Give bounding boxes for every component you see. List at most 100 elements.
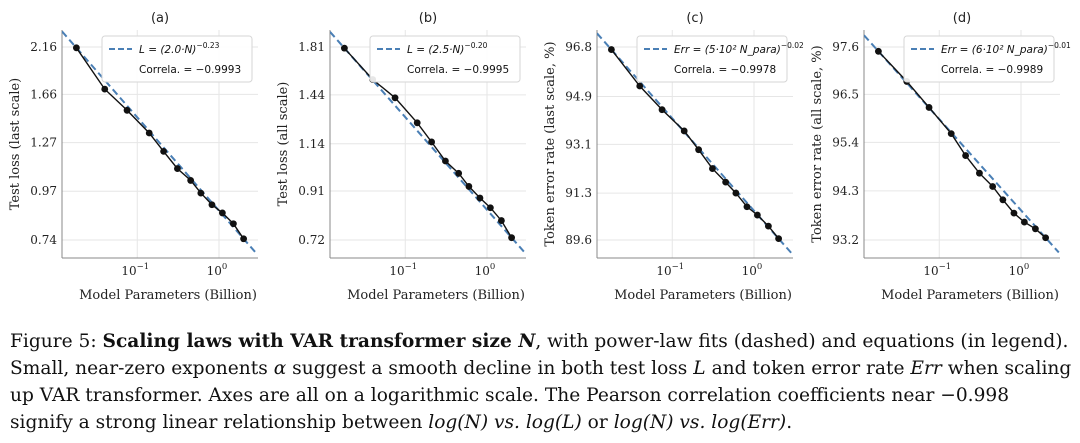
data-point: [695, 146, 703, 154]
caption-var-l: L: [693, 358, 706, 379]
x-tick-label: 10−1: [923, 262, 951, 278]
chart-b: (b) 1.81 1.44 1.14 0.91 0.72 10−1 100 Model Para…: [276, 11, 526, 303]
data-point: [607, 46, 615, 53]
y-tick-label: 89.6: [565, 233, 592, 247]
data-point: [999, 196, 1007, 204]
caption-label: Figure 5:: [10, 331, 97, 352]
y-tick-label: 1.44: [298, 88, 325, 102]
data-point: [123, 106, 131, 114]
data-point: [197, 189, 205, 197]
x-axis-title: Model Parameters (Billion): [881, 288, 1059, 303]
data-point: [160, 148, 168, 155]
legend-fit-label: L = (2.5·N)−0.20: [407, 41, 488, 56]
y-tick-label: 0.74: [30, 233, 57, 247]
x-axis-title: Model Parameters (Billion): [79, 288, 257, 303]
caption-or: or: [587, 412, 608, 433]
panel-label: (c): [686, 11, 703, 26]
x-axis-title: Model Parameters (Billion): [347, 288, 525, 303]
data-point: [486, 204, 494, 212]
x-tick-label: 100: [207, 262, 228, 278]
data-point: [680, 127, 688, 135]
legend-fit-label: Err = (6·10² N_para)−0.01: [941, 41, 1071, 56]
data-point: [636, 82, 644, 90]
x-tick-label: 100: [742, 262, 763, 278]
y-tick-label: 1.66: [30, 87, 57, 101]
data-point: [145, 129, 153, 137]
data-point: [497, 217, 505, 224]
figure-caption: Figure 5: Scaling laws with VAR transfor…: [10, 328, 1074, 436]
data-point: [989, 183, 997, 190]
y-axis-title: Test loss (last scale): [8, 78, 23, 210]
legend-box: [101, 35, 253, 83]
caption-end: .: [786, 412, 793, 433]
y-tick-label: 94.3: [832, 184, 859, 198]
legend-box: [369, 35, 521, 83]
y-tick-label: 0.97: [30, 184, 57, 198]
panel-label: (d): [953, 11, 971, 26]
data-point: [391, 94, 399, 102]
data-point: [753, 211, 761, 219]
caption-eq-2: log(N) vs. log(Err): [613, 412, 787, 433]
data-point: [947, 130, 955, 138]
y-tick-label: 91.3: [565, 186, 592, 200]
caption-text-2: suggest a smooth decline in both test lo…: [292, 358, 688, 379]
y-tick-label: 1.81: [298, 40, 325, 54]
caption-title: Scaling laws with VAR transformer size N: [102, 331, 536, 352]
legend: Err = (6·10² N_para)−0.01 Correla. = −0.9…: [903, 35, 1071, 83]
legend-box: [903, 35, 1055, 83]
data-point: [709, 165, 716, 172]
data-point: [455, 169, 463, 177]
data-point: [413, 119, 421, 127]
fit-line: [62, 30, 258, 255]
data-point: [1042, 234, 1050, 242]
data-point: [508, 234, 516, 242]
y-tick-label: 1.14: [298, 137, 325, 151]
data-point: [340, 44, 348, 52]
data-point: [775, 235, 783, 243]
legend: L = (2.0·N)−0.23 Correla. = −0.9993: [101, 35, 253, 83]
x-axis-title: Model Parameters (Billion): [614, 288, 792, 303]
plot-area: [597, 32, 793, 255]
y-tick-label: 97.6: [832, 40, 859, 54]
data-point: [174, 165, 181, 172]
data-point: [764, 222, 772, 230]
data-point: [476, 194, 484, 202]
y-tick-label: 95.4: [832, 135, 859, 149]
data-point: [976, 169, 983, 177]
y-axis-title: Token error rate (last scale, %): [543, 41, 558, 246]
chart-c: (c) 96.8 94.9 93.1 91.3 89.6 10−1 100 Model Para…: [543, 11, 804, 303]
chart-d: (d) 97.6 96.5 95.4 94.3 93.2 10−1 100 Model Para…: [810, 11, 1071, 303]
legend-corr-label: Correla. = −0.9989: [941, 64, 1043, 76]
y-tick-label: 1.27: [30, 136, 57, 150]
data-point: [428, 138, 436, 146]
y-tick-label: 96.8: [565, 40, 592, 54]
y-axis-title: Test loss (all scale): [276, 82, 291, 207]
y-tick-label: 94.9: [565, 89, 592, 103]
legend-corr-label: Correla. = −0.9993: [139, 64, 241, 76]
panel-b: (b) 1.81 1.44 1.14 0.91 0.72 10−1 100 Model Para…: [268, 0, 538, 312]
data-point: [658, 106, 666, 114]
data-point: [187, 177, 195, 184]
legend-fit-label: L = (2.0·N)−0.23: [139, 41, 220, 56]
data-point: [732, 189, 740, 197]
data-point: [442, 157, 449, 165]
data-point: [743, 203, 751, 211]
legend-fit-label: Err = (5·10² N_para)−0.02: [674, 41, 804, 56]
x-tick-label: 100: [1009, 262, 1030, 278]
data-point: [72, 44, 80, 52]
data-point: [101, 85, 109, 93]
caption-eq-1: log(N) vs. log(L): [428, 412, 582, 433]
caption-alpha: α: [273, 358, 287, 379]
x-tick-label: 100: [475, 262, 496, 278]
legend-corr-label: Correla. = −0.9995: [407, 64, 509, 76]
panel-c: (c) 96.8 94.9 93.1 91.3 89.6 10−1 100 Model Para…: [535, 0, 805, 312]
legend-box: [636, 35, 788, 83]
data-point: [722, 178, 730, 186]
data-point: [1031, 225, 1039, 233]
panel-label: (a): [151, 11, 169, 26]
x-tick-label: 10−1: [656, 262, 684, 278]
data-point: [962, 152, 970, 159]
plot-area: [62, 30, 258, 255]
caption-text-1: , with power-law fits (dashed) and equat…: [10, 331, 1069, 379]
caption-var-err: Err: [910, 358, 942, 379]
